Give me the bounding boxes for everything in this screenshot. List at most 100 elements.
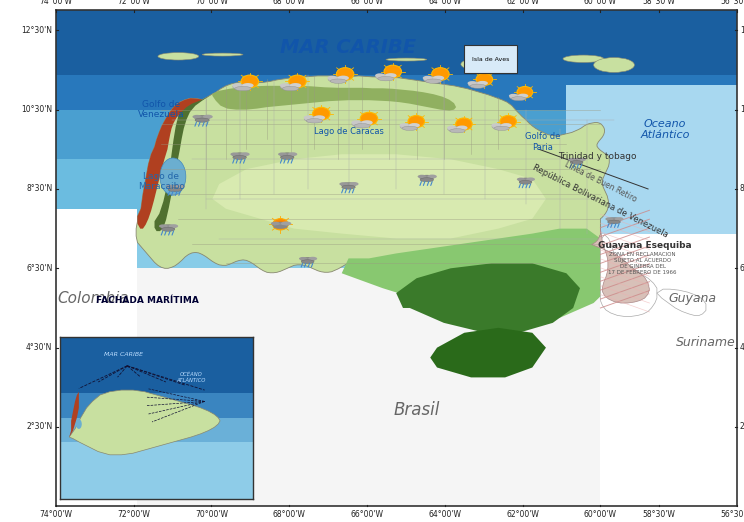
Ellipse shape	[330, 79, 347, 84]
Text: Suriname: Suriname	[676, 336, 736, 349]
Text: 6°30'N: 6°30'N	[26, 264, 52, 273]
Bar	[56, 234, 737, 506]
Ellipse shape	[301, 260, 314, 264]
Text: MAR CARIBE: MAR CARIBE	[104, 352, 143, 357]
Circle shape	[476, 74, 493, 86]
Text: Linea de Buen Retiro: Linea de Buen Retiro	[563, 159, 638, 204]
Text: 8°30'N: 8°30'N	[26, 184, 52, 194]
Ellipse shape	[195, 115, 210, 121]
Ellipse shape	[280, 156, 294, 159]
Ellipse shape	[280, 153, 295, 158]
Ellipse shape	[426, 79, 442, 84]
Ellipse shape	[570, 158, 583, 163]
Ellipse shape	[161, 228, 175, 231]
Text: Golfo de
Venezuela: Golfo de Venezuela	[138, 100, 185, 120]
Bar	[60, 394, 253, 418]
Ellipse shape	[417, 175, 426, 179]
Ellipse shape	[376, 74, 391, 80]
Ellipse shape	[428, 174, 437, 179]
Bar	[138, 268, 600, 506]
Ellipse shape	[341, 185, 356, 189]
Ellipse shape	[233, 156, 246, 159]
Ellipse shape	[314, 115, 325, 120]
Text: 68°00'W: 68°00'W	[273, 511, 306, 519]
Text: 70°00'W: 70°00'W	[195, 0, 228, 6]
Text: 56°30'W: 56°30'W	[720, 511, 744, 519]
Text: 72°00'W: 72°00'W	[117, 511, 150, 519]
Polygon shape	[397, 263, 580, 333]
Circle shape	[432, 68, 449, 80]
Ellipse shape	[328, 77, 343, 82]
Circle shape	[273, 219, 288, 230]
Ellipse shape	[233, 84, 248, 90]
Text: 66°00'W: 66°00'W	[350, 511, 383, 519]
Text: Trinidad y tobago: Trinidad y tobago	[558, 152, 636, 161]
Ellipse shape	[195, 118, 209, 122]
Text: 58°30'W: 58°30'W	[642, 0, 676, 6]
Ellipse shape	[457, 125, 467, 130]
Ellipse shape	[449, 129, 465, 133]
Ellipse shape	[169, 224, 178, 228]
Polygon shape	[430, 328, 546, 377]
Bar	[60, 337, 253, 394]
Text: Lago de
Maracaibo: Lago de Maracaibo	[138, 172, 185, 191]
Polygon shape	[591, 229, 650, 303]
Circle shape	[289, 75, 307, 88]
Ellipse shape	[232, 153, 247, 158]
Ellipse shape	[470, 84, 486, 88]
Ellipse shape	[423, 77, 438, 82]
Circle shape	[312, 108, 330, 120]
Ellipse shape	[375, 73, 385, 78]
Ellipse shape	[461, 59, 488, 69]
Ellipse shape	[176, 184, 185, 188]
Text: 10°30'N: 10°30'N	[22, 105, 52, 114]
Text: 4°30'N: 4°30'N	[26, 343, 52, 352]
Ellipse shape	[307, 118, 323, 123]
Ellipse shape	[352, 121, 367, 127]
Ellipse shape	[301, 257, 315, 262]
Ellipse shape	[510, 94, 523, 100]
Ellipse shape	[491, 123, 501, 127]
Polygon shape	[212, 86, 456, 111]
Ellipse shape	[400, 124, 414, 129]
Ellipse shape	[385, 73, 397, 78]
Ellipse shape	[76, 419, 82, 429]
Ellipse shape	[304, 116, 319, 122]
Text: 72°00'W: 72°00'W	[117, 0, 150, 6]
Text: Oceano
Atlántico: Oceano Atlántico	[641, 118, 690, 140]
Text: 2°30'N: 2°30'N	[26, 422, 52, 432]
Ellipse shape	[468, 82, 482, 87]
Ellipse shape	[568, 158, 576, 161]
Ellipse shape	[577, 158, 586, 161]
Text: República Bolivariana de Venezuela: República Bolivariana de Venezuela	[531, 163, 670, 240]
Polygon shape	[155, 95, 211, 231]
Ellipse shape	[511, 97, 526, 101]
Text: 58°30'W: 58°30'W	[642, 511, 676, 519]
Text: 4°30'N: 4°30'N	[740, 343, 744, 352]
Bar	[56, 159, 737, 234]
Ellipse shape	[299, 257, 307, 260]
Text: 62°00'W: 62°00'W	[506, 511, 539, 519]
Circle shape	[241, 75, 258, 88]
Ellipse shape	[409, 123, 420, 127]
Ellipse shape	[288, 152, 298, 156]
Polygon shape	[138, 98, 202, 229]
Circle shape	[500, 115, 516, 127]
Ellipse shape	[235, 87, 251, 91]
Ellipse shape	[351, 121, 361, 125]
Ellipse shape	[193, 115, 202, 118]
Circle shape	[336, 68, 354, 80]
Polygon shape	[657, 289, 706, 315]
Ellipse shape	[160, 158, 186, 195]
Text: 12°30'N: 12°30'N	[740, 26, 744, 35]
Ellipse shape	[518, 93, 528, 98]
Ellipse shape	[271, 222, 280, 226]
Text: 56°30'W: 56°30'W	[720, 0, 744, 6]
Ellipse shape	[158, 53, 199, 60]
Ellipse shape	[304, 115, 313, 120]
Polygon shape	[136, 76, 609, 273]
Ellipse shape	[501, 123, 512, 127]
Text: 64°00'W: 64°00'W	[429, 0, 461, 6]
Text: Guyana: Guyana	[668, 292, 716, 304]
Ellipse shape	[159, 224, 167, 228]
